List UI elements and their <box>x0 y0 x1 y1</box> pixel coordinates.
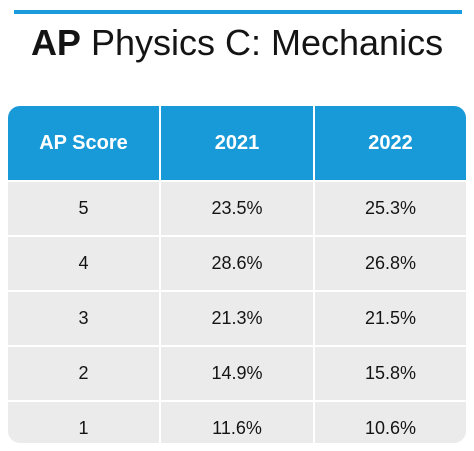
page-title: AP Physics C: Mechanics <box>0 22 474 64</box>
column-header-2022: 2022 <box>314 106 466 181</box>
percent-2022-cell: 25.3% <box>314 180 466 236</box>
score-cell: 3 <box>8 290 161 346</box>
percent-2022-cell: 21.5% <box>314 290 466 346</box>
percent-2022-cell: 10.6% <box>314 400 466 443</box>
score-cell: 4 <box>8 235 161 291</box>
score-cell: 1 <box>8 400 161 443</box>
table-row: 4 28.6% 26.8% <box>8 235 466 291</box>
score-table-container: AP Score 2021 2022 5 23.5% 25.3% 4 28.6%… <box>8 106 466 443</box>
table-header-row: AP Score 2021 2022 <box>8 106 466 181</box>
table-row: 1 11.6% 10.6% <box>8 400 466 443</box>
percent-2021-cell: 21.3% <box>160 290 315 346</box>
percent-2021-cell: 11.6% <box>160 400 315 443</box>
table-row: 3 21.3% 21.5% <box>8 290 466 346</box>
percent-2021-cell: 28.6% <box>160 235 315 291</box>
percent-2022-cell: 26.8% <box>314 235 466 291</box>
score-table: AP Score 2021 2022 5 23.5% 25.3% 4 28.6%… <box>8 106 466 443</box>
page-title-bold: AP <box>30 22 81 63</box>
top-accent-rule <box>14 10 462 14</box>
percent-2021-cell: 14.9% <box>160 345 315 401</box>
column-header-2021: 2021 <box>160 106 315 181</box>
score-cell: 5 <box>8 180 161 236</box>
percent-2021-cell: 23.5% <box>160 180 315 236</box>
table-row: 5 23.5% 25.3% <box>8 180 466 236</box>
score-cell: 2 <box>8 345 161 401</box>
table-row: 2 14.9% 15.8% <box>8 345 466 401</box>
column-header-ap-score: AP Score <box>8 106 161 181</box>
percent-2022-cell: 15.8% <box>314 345 466 401</box>
page-title-rest: Physics C: Mechanics <box>80 22 444 63</box>
